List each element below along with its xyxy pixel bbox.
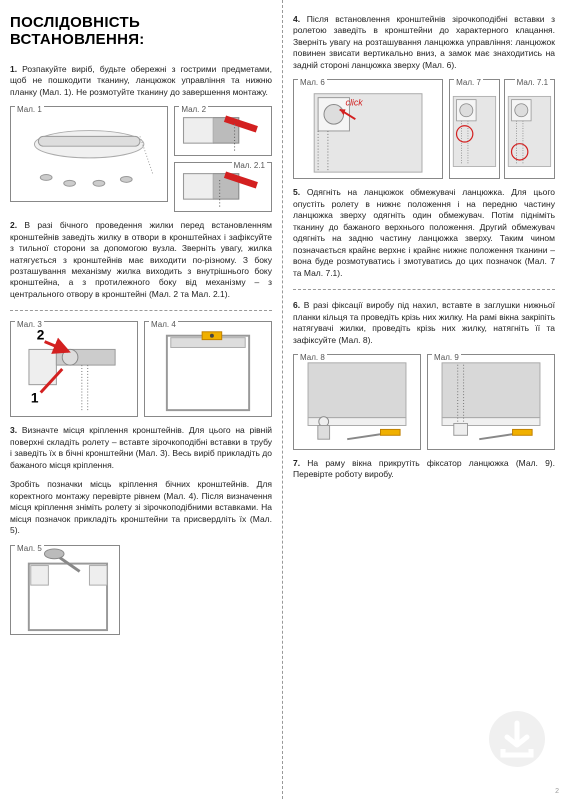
divider-2 bbox=[293, 289, 555, 290]
fig-row-4: Мал. 6 click Мал. 7 bbox=[293, 79, 555, 179]
watermark-icon bbox=[487, 709, 547, 769]
fig-row-5: Мал. 8 Мал. 9 bbox=[293, 354, 555, 450]
fig2-svg bbox=[175, 107, 271, 155]
fig2-label: Мал. 2 bbox=[179, 105, 208, 114]
fig21-label: Мал. 2.1 bbox=[232, 161, 267, 170]
fig1-svg bbox=[11, 107, 167, 201]
figure-71: Мал. 7.1 bbox=[504, 79, 555, 179]
figure-8: Мал. 8 bbox=[293, 354, 421, 450]
svg-text:2: 2 bbox=[37, 328, 45, 343]
para-3b: Зробіть позначки місць кріплення бічних … bbox=[10, 479, 272, 536]
fig5-label: Мал. 5 bbox=[15, 544, 44, 553]
figure-4: Мал. 4 bbox=[144, 321, 272, 417]
figure-1: Мал. 1 bbox=[10, 106, 168, 202]
fig6-svg: click bbox=[294, 80, 442, 178]
fig-row-1: Мал. 1 Мал. 2 bbox=[10, 106, 272, 212]
para-4: 4. Після встановлення кронштейнів зірочк… bbox=[293, 14, 555, 71]
fig6-label: Мал. 6 bbox=[298, 78, 327, 87]
figure-9: Мал. 9 bbox=[427, 354, 555, 450]
para-1: 1. Розпакуйте виріб, будьте обережні з г… bbox=[10, 64, 272, 98]
svg-text:click: click bbox=[346, 98, 364, 108]
page-number: 2 bbox=[555, 788, 559, 795]
page-title: ПОСЛІДОВНІСТЬ ВСТАНОВЛЕННЯ: bbox=[10, 14, 272, 48]
left-column: ПОСЛІДОВНІСТЬ ВСТАНОВЛЕННЯ: 1. Розпакуйт… bbox=[0, 0, 283, 799]
fig3-svg: 2 1 bbox=[11, 322, 137, 416]
text-5: Одягніть на ланцюжок обмежувачі ланцюжка… bbox=[293, 187, 555, 277]
fig71-label: Мал. 7.1 bbox=[515, 78, 550, 87]
fig21-svg bbox=[175, 163, 271, 211]
figure-2: Мал. 2 bbox=[174, 106, 272, 156]
figure-3: Мал. 3 2 1 bbox=[10, 321, 138, 417]
fig-row-2: Мал. 3 2 1 Мал. 4 bbox=[10, 321, 272, 417]
text-2: В разі бічного проведення жилки перед вс… bbox=[10, 220, 272, 299]
para-7: 7. На раму вікна прикрутіть фіксатор лан… bbox=[293, 458, 555, 481]
figure-6: Мал. 6 click bbox=[293, 79, 443, 179]
text-6: В разі фіксації виробу під нахил, вставт… bbox=[293, 300, 555, 344]
fig9-label: Мал. 9 bbox=[432, 353, 461, 362]
fig1-label: Мал. 1 bbox=[15, 105, 44, 114]
text-3: Визначте місця кріплення кронштейнів. Дл… bbox=[10, 425, 272, 469]
para-5: 5. Одягніть на ланцюжок обмежувачі ланцю… bbox=[293, 187, 555, 279]
text-7: На раму вікна прикрутіть фіксатор ланцюж… bbox=[293, 458, 555, 479]
right-column: 4. Після встановлення кронштейнів зірочк… bbox=[283, 0, 565, 799]
fig3-label: Мал. 3 bbox=[15, 320, 44, 329]
para-3: 3. Визначте місця кріплення кронштейнів.… bbox=[10, 425, 272, 471]
fig4-svg bbox=[145, 322, 271, 416]
para-6: 6. В разі фіксації виробу під нахил, вст… bbox=[293, 300, 555, 346]
fig7-svg bbox=[450, 80, 499, 178]
fig-row-3: Мал. 5 bbox=[10, 545, 272, 635]
fig8-svg bbox=[294, 355, 420, 449]
fig8-label: Мал. 8 bbox=[298, 353, 327, 362]
text-4: Після встановлення кронштейнів зірочкопо… bbox=[293, 14, 555, 70]
fig7-label: Мал. 7 bbox=[454, 78, 483, 87]
svg-text:1: 1 bbox=[31, 391, 39, 406]
fig71-svg bbox=[505, 80, 554, 178]
fig5-svg bbox=[11, 546, 119, 634]
figure-7: Мал. 7 bbox=[449, 79, 500, 179]
figure-21: Мал. 2.1 bbox=[174, 162, 272, 212]
fig9-svg bbox=[428, 355, 554, 449]
divider-1 bbox=[10, 310, 272, 311]
para-2: 2. В разі бічного проведення жилки перед… bbox=[10, 220, 272, 300]
fig4-label: Мал. 4 bbox=[149, 320, 178, 329]
figure-5: Мал. 5 bbox=[10, 545, 120, 635]
text-1: Розпакуйте виріб, будьте обережні з гост… bbox=[10, 64, 272, 97]
